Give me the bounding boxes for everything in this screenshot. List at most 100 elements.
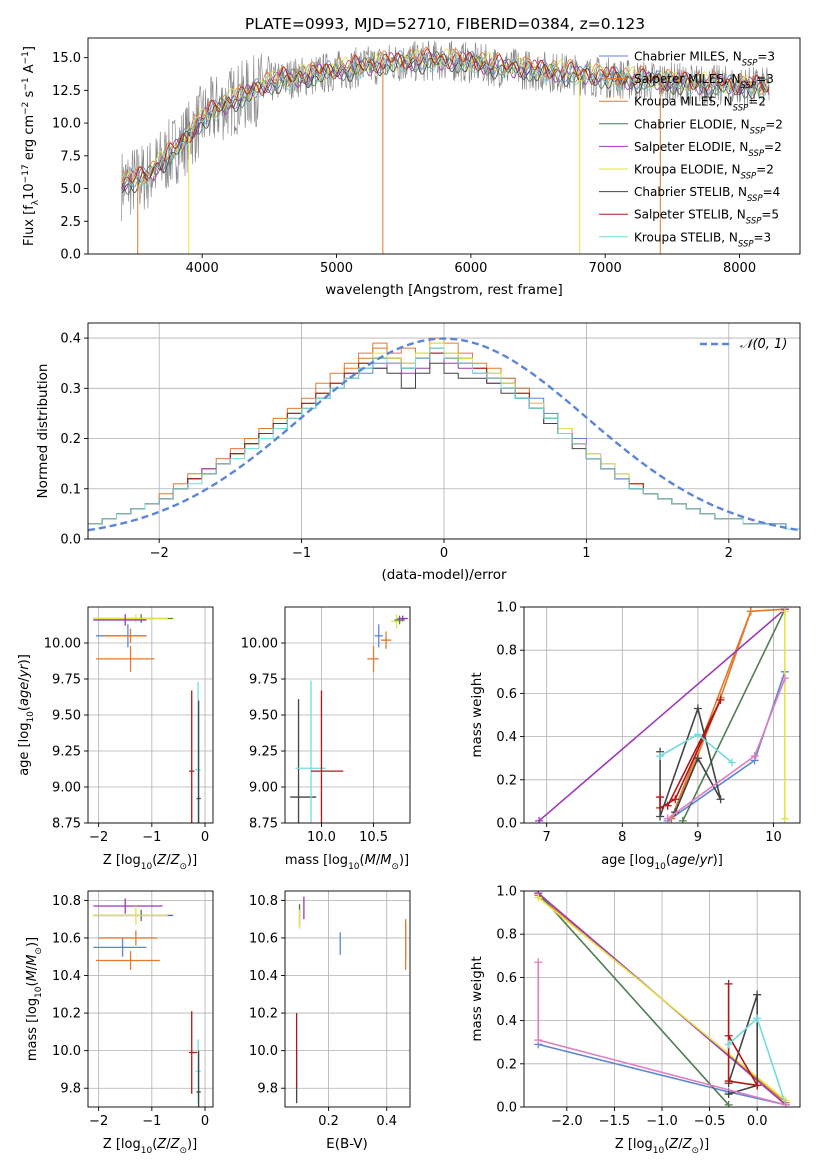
x-tick-label: 10.0 — [307, 830, 336, 845]
x-tick-label: −1 — [292, 546, 311, 561]
spectrum-y-ticks: 0.0 2.5 5.0 7.5 10.0 12.5 15.0 — [52, 51, 88, 263]
weight-marker-salpeter-stelib — [724, 1077, 733, 1086]
y-tick-label: 0.0 — [496, 1101, 517, 1116]
mass-vs-z-y-label: mass [log10(M/M⊙)] — [25, 937, 44, 1061]
spectrum-data-line — [121, 40, 770, 222]
weight-marker-kroupa-stelib — [753, 1014, 762, 1023]
weight-marker-kroupa-elodie — [780, 814, 789, 823]
legend-normal-label: 𝒩(0, 1) — [740, 337, 787, 352]
weight-marker-pink — [663, 814, 672, 823]
y-tick-label: 9.50 — [249, 709, 278, 724]
mass-vs-z-plot-area — [93, 898, 201, 1107]
age-vs-z-grid — [88, 607, 213, 824]
weight-marker-salpeter-stelib — [753, 1081, 762, 1090]
age-vs-z-plot-area — [93, 614, 201, 823]
age-vs-z-x-label: Z [log10(Z/Z⊙)] — [103, 853, 197, 872]
y-tick-label: 1.0 — [496, 601, 517, 616]
spectrum-x-ticks: 4000 5000 6000 7000 8000 — [186, 254, 756, 276]
y-tick-label: 9.25 — [249, 745, 278, 760]
y-tick-label: 9.75 — [249, 673, 278, 688]
x-tick-label: −1.0 — [646, 1114, 678, 1129]
y-tick-label: 0.2 — [496, 1057, 517, 1072]
y-tick-label: 1.0 — [496, 885, 517, 900]
x-tick-label: −2 — [89, 830, 108, 845]
x-tick-label: 10 — [765, 830, 782, 845]
weight-marker-chabrier-stelib — [753, 990, 762, 999]
x-tick-label: −2 — [150, 546, 169, 561]
residuals-y-label: Normed distribution — [35, 364, 51, 499]
x-tick-label: −1 — [142, 1114, 161, 1129]
mass-vs-ebv-panel: 0.2 0.4 9.8 10.0 10.2 10.4 10.6 10.8 E(B-V) — [249, 890, 411, 1152]
spectrum-model-chabrier-stelib — [121, 53, 770, 194]
y-tick-label: 0.4 — [496, 730, 517, 745]
residuals-x-label: (data-model)/error — [381, 567, 507, 583]
spectrum-model-kroupa-miles — [121, 48, 770, 185]
y-tick-label: 0.4 — [496, 1014, 517, 1029]
weight-line-kroupa-miles — [670, 611, 752, 819]
y-tick-label: 10.0 — [52, 117, 81, 132]
y-tick-label: 10.4 — [249, 969, 278, 984]
spectrum-y-label: Flux [fλ10−17 erg cm−2 s−1 A−1] — [21, 46, 41, 246]
y-tick-label: 0.2 — [60, 432, 81, 447]
y-tick-label: 0.0 — [496, 817, 517, 832]
x-tick-label: 10.5 — [359, 830, 388, 845]
x-tick-label: 0 — [201, 1114, 209, 1129]
residuals-y-ticks: 0.0 0.1 0.2 0.3 0.4 — [60, 332, 88, 548]
weight-marker-pink — [534, 1036, 543, 1045]
y-tick-label: 5.0 — [60, 182, 81, 197]
y-tick-label: 9.25 — [52, 745, 81, 760]
weight-marker-salpeter-stelib — [671, 795, 680, 804]
y-tick-label: 10.0 — [249, 1044, 278, 1059]
x-tick-label: −1.5 — [599, 1114, 631, 1129]
age-vs-z-y-label: age [log10(age/yr)] — [17, 654, 36, 776]
weight-marker-pink — [780, 674, 789, 683]
residuals-panel: −2 −1 0 1 2 0.0 0.1 0.2 0.3 0.4 (data-model)/err… — [35, 322, 801, 583]
weight-marker-chabrier-elodie — [678, 816, 687, 823]
age-vs-mass-y-ticks: 8.75 9.00 9.25 9.50 9.75 10.00 — [241, 637, 285, 832]
x-tick-label: −2.0 — [551, 1114, 583, 1129]
x-tick-label: 7000 — [589, 261, 622, 276]
y-tick-label: 10.8 — [52, 894, 81, 909]
y-tick-label: 0.1 — [60, 482, 81, 497]
weight-marker-kroupa-elodie — [534, 893, 543, 902]
residuals-plot-area — [88, 337, 800, 539]
weight-line-chabrier-elodie — [537, 892, 730, 1106]
weight-line-salpeter-elodie — [538, 608, 786, 822]
y-tick-label: 10.4 — [52, 969, 81, 984]
y-tick-label: 0.4 — [60, 332, 81, 347]
weight-vs-z-y-ticks: 0.0 0.2 0.4 0.6 0.8 1.0 — [496, 885, 524, 1116]
x-tick-label: 0 — [201, 830, 209, 845]
y-tick-label: 0.8 — [496, 644, 517, 659]
x-tick-label: 6000 — [454, 261, 487, 276]
weight-vs-z-y-label: mass weight — [469, 956, 485, 1041]
y-tick-label: 10.2 — [52, 1007, 81, 1022]
x-tick-label: −0.5 — [694, 1114, 726, 1129]
weight-vs-z-x-ticks: −2.0 −1.5 −1.0 −0.5 0.0 — [551, 1107, 768, 1129]
weight-marker-pink — [534, 958, 543, 967]
x-tick-label: 9 — [694, 830, 702, 845]
mass-vs-ebv-y-ticks: 9.8 10.0 10.2 10.4 10.6 10.8 — [249, 894, 285, 1097]
age-vs-mass-plot-area — [290, 614, 408, 823]
y-tick-label: 9.00 — [249, 781, 278, 796]
weight-line-chabrier-stelib — [727, 994, 759, 1095]
y-tick-label: 8.75 — [249, 817, 278, 832]
spectrum-model-kroupa-elodie — [121, 48, 770, 187]
y-tick-label: 9.8 — [257, 1082, 278, 1097]
x-tick-label: 5000 — [320, 261, 353, 276]
normal-curve — [88, 337, 800, 532]
y-tick-label: 0.0 — [60, 533, 81, 548]
weight-marker-kroupa-stelib — [727, 758, 736, 767]
weight-vs-age-y-label: mass weight — [469, 672, 485, 757]
y-tick-label: 12.5 — [52, 84, 81, 99]
residuals-legend: 𝒩(0, 1) — [700, 337, 787, 352]
spectrum-model-kroupa-stelib — [121, 50, 770, 189]
weight-marker-salpeter-stelib — [656, 793, 665, 802]
age-vs-mass-x-label: mass [log10(M/M⊙)] — [285, 853, 409, 872]
x-tick-label: 0 — [440, 546, 448, 561]
y-tick-label: 10.6 — [249, 931, 278, 946]
age-vs-mass-x-ticks: 10.0 10.5 — [307, 823, 388, 845]
weight-vs-age-x-ticks: 7 8 9 10 — [543, 823, 782, 845]
y-tick-label: 10.2 — [249, 1007, 278, 1022]
spectrum-model-salpeter-stelib — [121, 48, 770, 190]
weight-marker-salpeter-stelib — [663, 801, 672, 810]
